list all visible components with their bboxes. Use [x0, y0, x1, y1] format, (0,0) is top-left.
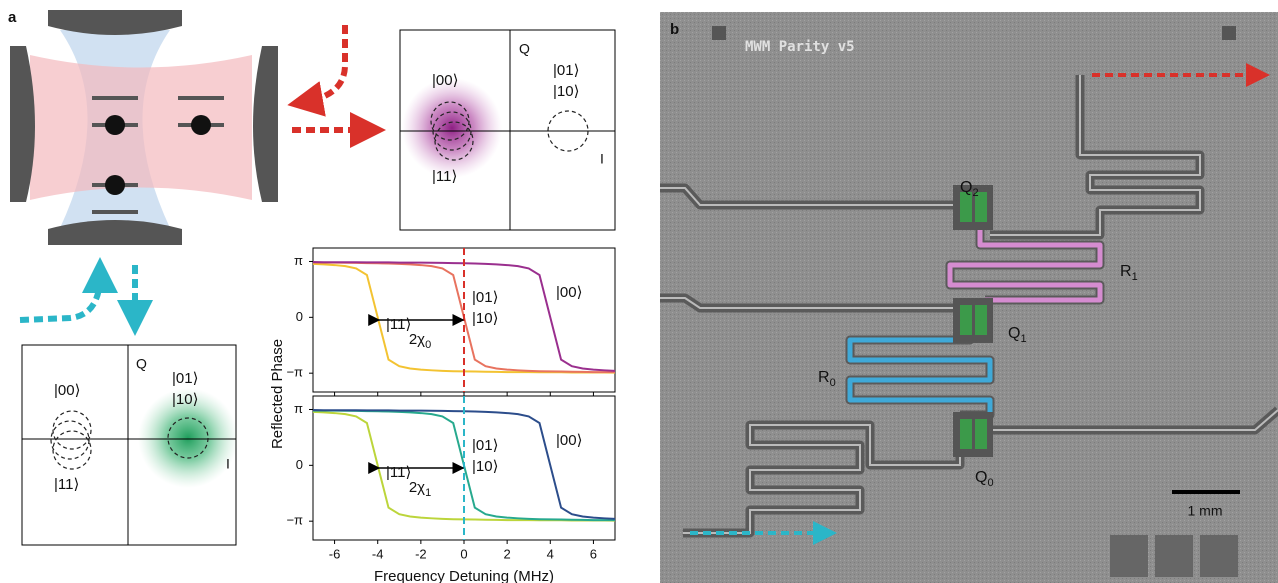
label: Q [1008, 325, 1020, 342]
state-label: |00⟩ [432, 70, 472, 91]
annotation-subscript: 0 [425, 339, 431, 351]
y-tick-label: −π [286, 513, 303, 528]
label: R [818, 369, 830, 386]
subscript: 2 [972, 187, 978, 199]
x-tick-label: 6 [590, 546, 597, 561]
subscript: 1 [1020, 333, 1026, 345]
y-axis-label: Reflected Phase [269, 339, 286, 449]
y-tick-label: π [294, 401, 303, 416]
subscript: 1 [1132, 271, 1138, 283]
x-axis-label: Frequency Detuning (MHz) [374, 568, 554, 583]
figure: a Q I Q I [0, 0, 1278, 583]
series-label: |01⟩ |10⟩ [472, 287, 512, 329]
subscript: 0 [830, 377, 836, 389]
panel-label: b [670, 21, 679, 38]
scale-bar-label: 1 mm [1188, 503, 1223, 519]
series-label: |00⟩ [556, 430, 596, 451]
state-label: |11⟩ [54, 474, 94, 495]
state-label: |11⟩ [432, 166, 472, 187]
x-tick-label: -4 [372, 546, 384, 561]
state-label: |00⟩ [54, 380, 94, 401]
axis-label: I [600, 151, 604, 167]
annotation-subscript: 1 [425, 487, 431, 499]
chip-title: MWM Parity v5 [745, 39, 855, 55]
x-tick-label: 0 [460, 546, 467, 561]
x-tick-label: -2 [415, 546, 427, 561]
x-tick-label: -6 [329, 546, 341, 561]
state-label: |01⟩ |10⟩ [172, 368, 212, 410]
cavity-diagram [10, 10, 368, 320]
y-tick-label: 0 [296, 457, 303, 472]
subscript: 0 [987, 477, 993, 489]
y-tick-label: 0 [296, 309, 303, 324]
axis-label: Q [136, 356, 147, 372]
series-label: |01⟩ |10⟩ [472, 435, 512, 477]
axis-label: Q [519, 41, 530, 57]
series-label: |00⟩ [556, 282, 596, 303]
label: Q [975, 469, 987, 486]
axis-label: I [226, 456, 230, 472]
y-tick-label: −π [286, 365, 303, 380]
panel-label: a [8, 9, 17, 26]
x-tick-label: 2 [504, 546, 511, 561]
series-label: |11⟩ [386, 462, 426, 483]
chip-photo [660, 12, 1278, 583]
state-label: |01⟩ |10⟩ [553, 60, 593, 102]
series-label: |11⟩ [386, 314, 426, 335]
label: R [1120, 263, 1132, 280]
y-tick-label: π [294, 253, 303, 268]
x-tick-label: 4 [547, 546, 554, 561]
figure-canvas: a Q I Q I [0, 0, 1278, 583]
label: Q [960, 179, 972, 196]
